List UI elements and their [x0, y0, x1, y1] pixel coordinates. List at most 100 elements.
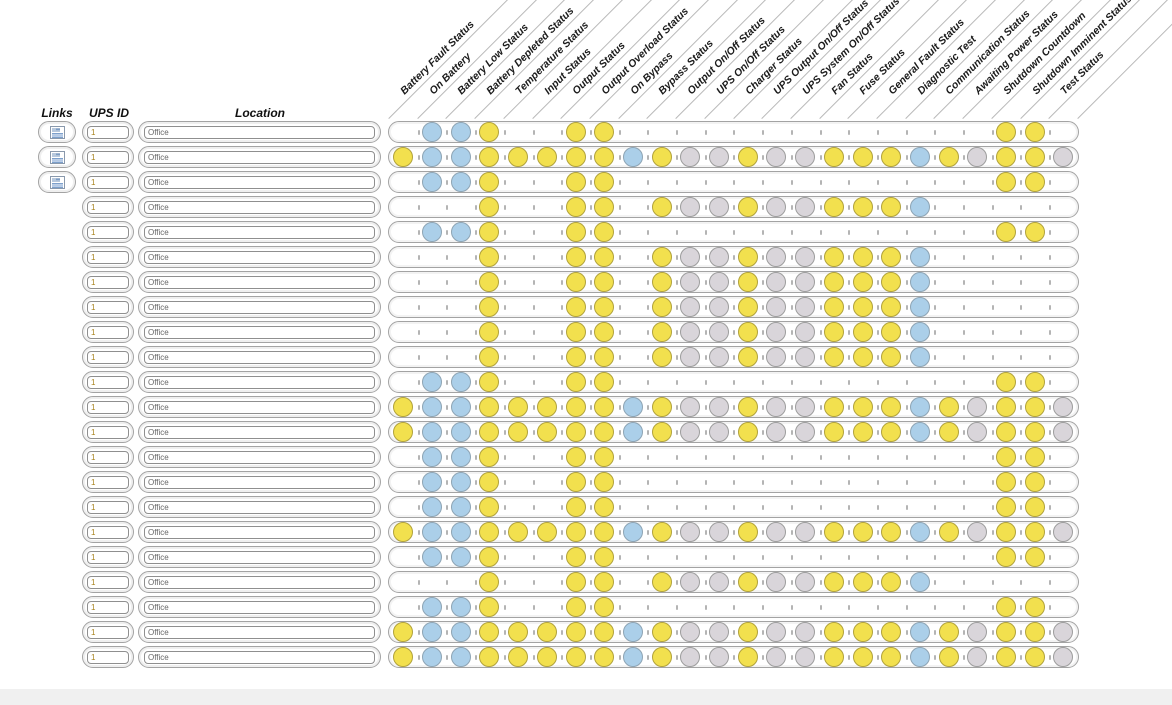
- ups-id-field[interactable]: [87, 226, 129, 239]
- ups-id-field[interactable]: [87, 151, 129, 164]
- status-indicator: [680, 147, 701, 167]
- location-field[interactable]: [144, 426, 375, 439]
- cell-divider: [762, 630, 765, 635]
- cell-divider: [676, 355, 678, 360]
- location-pill: [138, 146, 381, 168]
- location-field[interactable]: [144, 526, 375, 539]
- ups-id-field[interactable]: [87, 626, 129, 639]
- location-field[interactable]: [144, 476, 375, 489]
- links-button[interactable]: [38, 146, 76, 168]
- location-field[interactable]: [144, 201, 375, 214]
- status-indicator: [450, 472, 471, 492]
- ups-id-field[interactable]: [87, 301, 129, 314]
- location-field[interactable]: [144, 501, 375, 514]
- ups-id-field[interactable]: [87, 601, 129, 614]
- location-field[interactable]: [144, 276, 375, 289]
- status-indicator: [938, 647, 959, 667]
- cell-divider: [790, 555, 793, 560]
- cell-divider: [790, 155, 793, 160]
- status-indicator: [766, 647, 787, 667]
- cell-divider: [647, 455, 650, 460]
- cell-divider: [934, 530, 937, 535]
- ups-id-field[interactable]: [87, 451, 129, 464]
- location-field[interactable]: [144, 301, 375, 314]
- location-field[interactable]: [144, 326, 375, 339]
- links-button[interactable]: [38, 121, 76, 143]
- cell-divider: [503, 205, 506, 210]
- status-indicator: [536, 397, 557, 417]
- ups-id-field[interactable]: [87, 476, 129, 489]
- ups-id-field[interactable]: [87, 426, 129, 439]
- cell-divider: [963, 330, 965, 335]
- cell-divider: [1049, 180, 1052, 185]
- links-button[interactable]: [38, 171, 76, 193]
- location-field[interactable]: [144, 126, 375, 139]
- ups-id-field[interactable]: [87, 576, 129, 589]
- cell-divider: [704, 380, 707, 385]
- location-field[interactable]: [144, 151, 375, 164]
- cell-divider: [762, 530, 765, 535]
- status-indicator: [795, 522, 816, 542]
- cell-divider: [561, 430, 564, 435]
- ups-id-field[interactable]: [87, 126, 129, 139]
- location-field[interactable]: [144, 626, 375, 639]
- ups-id-field[interactable]: [87, 401, 129, 414]
- location-pill: [138, 196, 381, 218]
- cell-divider: [561, 630, 564, 635]
- location-field[interactable]: [144, 401, 375, 414]
- cell-divider: [503, 405, 506, 410]
- ups-id-field[interactable]: [87, 376, 129, 389]
- location-field[interactable]: [144, 551, 375, 564]
- cell-divider: [848, 230, 851, 235]
- ups-id-field[interactable]: [87, 201, 129, 214]
- location-field[interactable]: [144, 576, 375, 589]
- ups-id-field[interactable]: [87, 176, 129, 189]
- cell-divider: [934, 630, 937, 635]
- location-field[interactable]: [144, 351, 375, 364]
- status-indicator: [565, 497, 586, 517]
- location-field[interactable]: [144, 376, 375, 389]
- ups-id-field[interactable]: [87, 251, 129, 264]
- ups-id-field[interactable]: [87, 551, 129, 564]
- status-indicator: [594, 647, 615, 667]
- cell-divider: [1020, 605, 1023, 610]
- cell-divider: [589, 180, 592, 185]
- cell-divider: [991, 305, 994, 310]
- ups-id-field[interactable]: [87, 501, 129, 514]
- cell-divider: [991, 555, 994, 560]
- cell-divider: [647, 355, 650, 360]
- status-indicator: [709, 247, 730, 267]
- ups-id-field[interactable]: [87, 276, 129, 289]
- ups-id-field[interactable]: [87, 651, 129, 664]
- location-field[interactable]: [144, 176, 375, 189]
- cell-divider: [475, 580, 478, 585]
- cell-divider: [963, 280, 965, 285]
- cell-divider: [1049, 530, 1052, 535]
- status-indicator: [393, 397, 414, 417]
- location-field[interactable]: [144, 251, 375, 264]
- ups-id-pill: [82, 221, 134, 243]
- cell-divider: [475, 530, 478, 535]
- cell-divider: [417, 280, 420, 285]
- status-indicator: [422, 647, 443, 667]
- location-field[interactable]: [144, 651, 375, 664]
- cell-divider: [503, 655, 506, 660]
- status-indicator: [422, 547, 443, 567]
- cell-divider: [876, 130, 879, 135]
- cell-divider: [1020, 255, 1023, 260]
- cell-divider: [905, 430, 908, 435]
- cell-divider: [790, 380, 793, 385]
- ups-id-field[interactable]: [87, 326, 129, 339]
- location-field[interactable]: [144, 451, 375, 464]
- ups-id-field[interactable]: [87, 351, 129, 364]
- status-indicator: [479, 597, 500, 617]
- cell-divider: [733, 130, 736, 135]
- cell-divider: [848, 580, 851, 585]
- cell-divider: [876, 505, 879, 510]
- ups-id-field[interactable]: [87, 526, 129, 539]
- location-field[interactable]: [144, 601, 375, 614]
- status-indicator: [996, 147, 1017, 167]
- table-row: [0, 320, 1172, 345]
- cell-divider: [676, 605, 678, 610]
- location-field[interactable]: [144, 226, 375, 239]
